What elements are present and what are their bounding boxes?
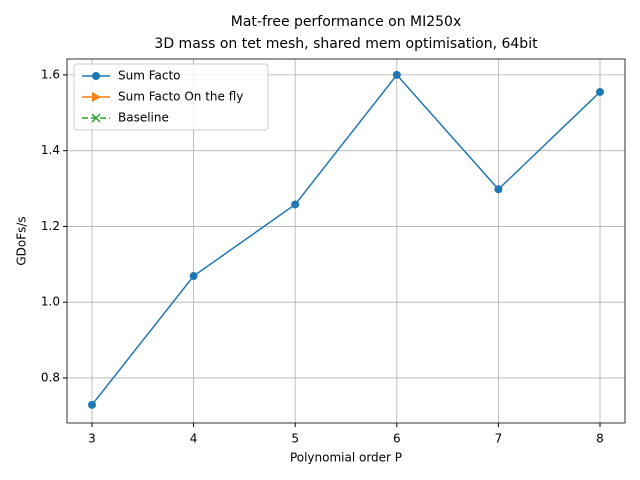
x-axis-label: Polynomial order P: [290, 451, 402, 465]
chart-subtitle: 3D mass on tet mesh, shared mem optimisa…: [154, 36, 538, 52]
x-tick-label: 4: [190, 432, 198, 446]
legend-marker: [92, 72, 100, 80]
legend-marker: [91, 113, 101, 123]
legend-label: Sum Facto On the fly: [118, 90, 243, 104]
legend-label: Baseline: [118, 111, 169, 125]
plot-frame: [66, 58, 626, 424]
point: [494, 185, 503, 194]
legend-marker: [92, 92, 101, 102]
x-tick-label: 7: [495, 432, 503, 446]
y-tick-label: 1.2: [41, 219, 60, 233]
y-tick-label: 1.4: [41, 143, 60, 157]
point: [596, 87, 605, 96]
series-line: [91, 73, 601, 406]
legend-box: [73, 63, 269, 131]
point: [87, 400, 96, 409]
x-tick-label: 5: [291, 432, 299, 446]
chart-title: Mat-free performance on MI250x: [231, 14, 461, 30]
y-axis-label: GDoFs/s: [15, 216, 29, 265]
y-tick-label: 0.8: [41, 370, 60, 384]
x-tick-label: 3: [88, 432, 96, 446]
point: [392, 70, 401, 79]
legend: Sum Facto Sum Facto On the fly Baseline: [73, 63, 269, 131]
point: [189, 272, 198, 281]
x-tick-label: 6: [393, 432, 401, 446]
legend-label: Sum Facto: [118, 69, 181, 83]
x-tick-label: 8: [596, 432, 604, 446]
y-tick-label: 1.6: [41, 67, 60, 81]
point: [291, 200, 300, 209]
y-tick-label: 1.0: [41, 295, 60, 309]
